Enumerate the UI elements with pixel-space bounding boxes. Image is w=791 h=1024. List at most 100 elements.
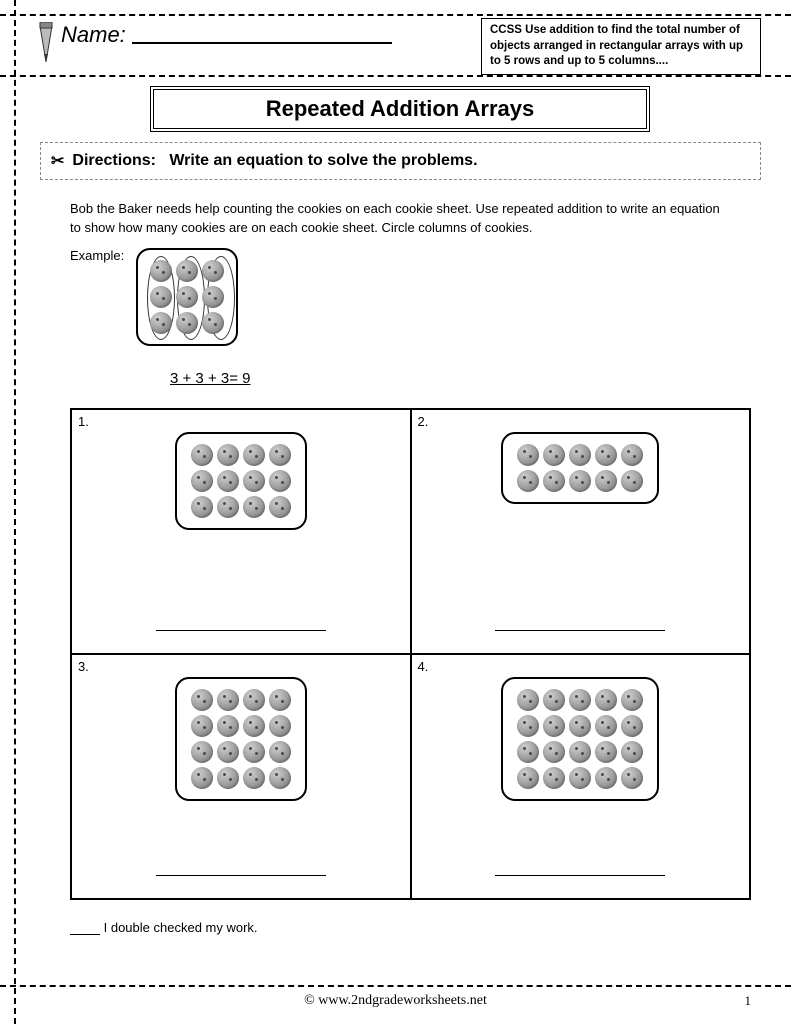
cookie-icon: [621, 444, 643, 466]
intro-text: Bob the Baker needs help counting the co…: [70, 200, 731, 238]
cookie-icon: [176, 286, 198, 308]
answer-line[interactable]: [495, 630, 665, 631]
crop-mark-bottom: [0, 985, 791, 987]
scissors-icon: ✂: [51, 151, 64, 171]
cookie-icon: [243, 767, 265, 789]
problem-number: 2.: [418, 414, 429, 429]
cookie-icon: [217, 715, 239, 737]
cookie-icon: [621, 715, 643, 737]
problem-number: 4.: [418, 659, 429, 674]
cookie-icon: [543, 741, 565, 763]
problem-cell: 4.: [411, 654, 751, 899]
double-check-line: I double checked my work.: [70, 920, 258, 935]
cookie-icon: [243, 689, 265, 711]
example-label: Example:: [70, 248, 124, 263]
answer-line[interactable]: [156, 630, 326, 631]
cookie-icon: [543, 767, 565, 789]
cookie-icon: [269, 470, 291, 492]
cookie-icon: [517, 767, 539, 789]
cookie-grid: [191, 444, 291, 518]
cookie-icon: [217, 496, 239, 518]
cookie-icon: [243, 741, 265, 763]
cookie-icon: [543, 715, 565, 737]
example-block: Example:: [70, 248, 238, 346]
name-label: Name:: [61, 22, 126, 48]
cookie-icon: [150, 260, 172, 282]
cookie-icon: [269, 741, 291, 763]
cookie-icon: [621, 741, 643, 763]
worksheet-title: Repeated Addition Arrays: [150, 86, 650, 132]
cookie-icon: [517, 689, 539, 711]
cookie-icon: [191, 767, 213, 789]
cookie-icon: [621, 689, 643, 711]
cookie-icon: [217, 689, 239, 711]
cookie-icon: [517, 741, 539, 763]
double-check-text: I double checked my work.: [104, 920, 258, 935]
cookie-icon: [243, 444, 265, 466]
example-equation: 3 + 3 + 3= 9: [170, 370, 251, 387]
cookie-grid: [191, 689, 291, 789]
cookie-icon: [269, 444, 291, 466]
answer-line[interactable]: [156, 875, 326, 876]
cookie-grid: [517, 689, 643, 789]
cookie-icon: [517, 715, 539, 737]
cookie-icon: [243, 470, 265, 492]
cookie-icon: [543, 470, 565, 492]
cookie-icon: [595, 689, 617, 711]
problem-tray: [501, 432, 659, 504]
cookie-icon: [191, 470, 213, 492]
cookie-icon: [150, 312, 172, 334]
problem-cell: 3.: [71, 654, 411, 899]
directions-label: Directions:: [72, 152, 156, 169]
cookie-icon: [217, 470, 239, 492]
cookie-icon: [176, 260, 198, 282]
page-number: 1: [745, 993, 752, 1009]
cookie-icon: [595, 767, 617, 789]
ccss-standard-box: CCSS Use addition to find the total numb…: [481, 18, 761, 75]
directions-box: ✂ Directions: Write an equation to solve…: [40, 142, 761, 180]
cookie-icon: [569, 741, 591, 763]
cookie-icon: [543, 444, 565, 466]
problem-cell: 1.: [71, 409, 411, 654]
footer-copyright: © www.2ndgradeworksheets.net: [0, 993, 791, 1009]
double-check-checkbox-line[interactable]: [70, 934, 100, 935]
problem-tray: [501, 677, 659, 801]
problem-number: 1.: [78, 414, 89, 429]
cookie-icon: [217, 741, 239, 763]
problems-table: 1. 2. 3. 4.: [70, 408, 751, 900]
cookie-icon: [569, 470, 591, 492]
cookie-icon: [191, 715, 213, 737]
cookie-icon: [595, 444, 617, 466]
answer-line[interactable]: [495, 875, 665, 876]
cookie-icon: [621, 767, 643, 789]
cookie-icon: [517, 444, 539, 466]
cookie-icon: [269, 715, 291, 737]
example-tray: [136, 248, 238, 346]
cookie-icon: [202, 286, 224, 308]
problem-cell: 2.: [411, 409, 751, 654]
cookie-icon: [217, 767, 239, 789]
crop-mark-left: [14, 0, 16, 1024]
cookie-icon: [269, 496, 291, 518]
cookie-icon: [621, 470, 643, 492]
directions-text: Write an equation to solve the problems.: [169, 152, 477, 169]
cookie-icon: [595, 741, 617, 763]
cookie-icon: [243, 715, 265, 737]
cookie-icon: [191, 689, 213, 711]
cookie-icon: [595, 715, 617, 737]
pencil-icon: [35, 22, 57, 62]
cookie-icon: [176, 312, 198, 334]
cookie-icon: [543, 689, 565, 711]
cookie-icon: [202, 312, 224, 334]
cookie-icon: [569, 715, 591, 737]
problem-number: 3.: [78, 659, 89, 674]
cookie-icon: [569, 444, 591, 466]
cookie-icon: [150, 286, 172, 308]
cookie-icon: [569, 689, 591, 711]
name-input-line[interactable]: [132, 22, 392, 44]
cookie-icon: [243, 496, 265, 518]
cookie-icon: [202, 260, 224, 282]
crop-mark-top2: [0, 75, 791, 77]
problem-tray: [175, 432, 307, 530]
cookie-icon: [269, 767, 291, 789]
